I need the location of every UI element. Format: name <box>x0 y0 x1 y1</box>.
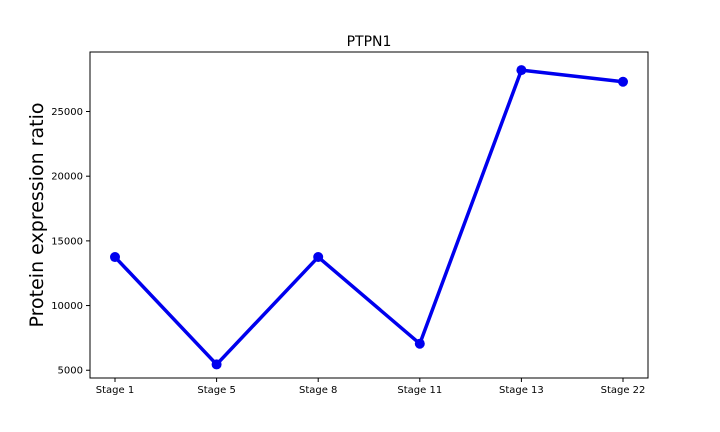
data-point <box>110 252 120 263</box>
y-tick-label: 5000 <box>58 366 83 377</box>
y-tick-label: 15000 <box>51 236 83 247</box>
data-point <box>516 65 527 76</box>
y-tick-label: 20000 <box>51 172 83 183</box>
x-tick-label: Stage 13 <box>499 385 544 396</box>
x-tick-label: Stage 1 <box>96 385 134 396</box>
data-point <box>618 76 628 87</box>
series-group <box>110 65 628 370</box>
x-axis-ticks: Stage 1 Stage 5 Stage 8 Stage 11 Stage 13 Sta… <box>96 378 646 396</box>
x-tick-label: Stage 8 <box>299 385 337 396</box>
data-point <box>211 359 222 370</box>
series-line <box>113 68 624 367</box>
y-axis-ticks: 5000 10000 15000 20000 25000 <box>51 107 90 377</box>
y-tick-label: 25000 <box>51 107 83 118</box>
data-point <box>313 252 324 263</box>
data-point <box>414 338 425 349</box>
x-tick-label: Stage 22 <box>601 385 646 396</box>
y-tick-label: 10000 <box>51 301 83 312</box>
y-axis-label: Protein expression ratio <box>26 103 48 328</box>
plot-frame <box>89 51 649 379</box>
x-tick-label: Stage 5 <box>197 385 235 396</box>
chart-title: PTPN1 <box>347 34 392 50</box>
x-tick-label: Stage 11 <box>397 385 442 396</box>
